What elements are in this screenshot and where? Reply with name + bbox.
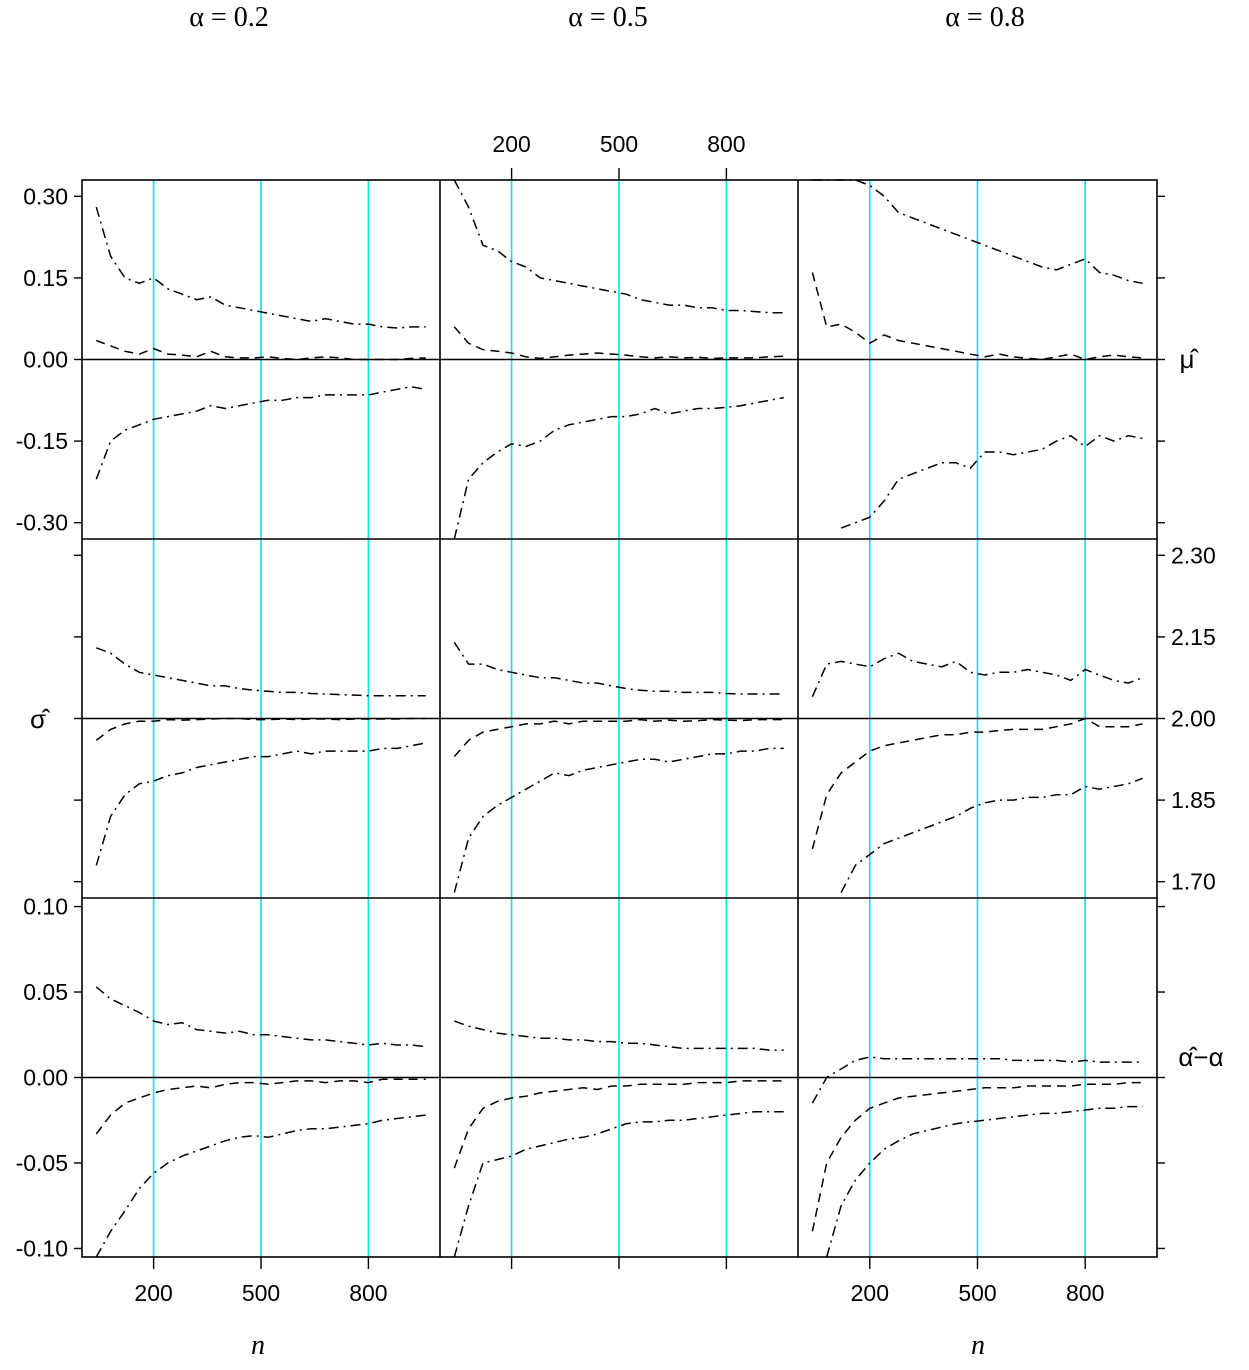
lower-quantile-line-row-2-col-2: [825, 1105, 1143, 1258]
y-tick-label-row-2-4: 0.10: [23, 894, 68, 920]
upper-quantile-line-row-1-col-2: [811, 652, 1143, 698]
upper-quantile-line-row-1-col-1: [453, 641, 784, 695]
lower-quantile-line-row-1-col-1: [453, 747, 784, 893]
upper-quantile-line-row-0-col-1: [453, 179, 784, 314]
lower-quantile-line-row-1-col-2: [840, 777, 1143, 893]
y-tick-label-row-2-0: -0.10: [16, 1235, 68, 1261]
x-tick-label-bottom-col-0-0: 200: [134, 1280, 172, 1306]
row-label-1: σ̂: [30, 704, 51, 734]
x-tick-label-bottom-col-0-1: 500: [242, 1280, 280, 1306]
y-tick-label-row-2-1: -0.05: [16, 1150, 68, 1176]
median-line-row-0-col-0: [96, 339, 426, 361]
x-tick-label-bottom-col-2-0: 200: [851, 1280, 889, 1306]
y-tick-label-row-0-3: 0.15: [23, 265, 68, 291]
x-tick-label-bottom-col-2-1: 500: [958, 1280, 996, 1306]
y-tick-label-row-0-0: -0.30: [16, 510, 68, 536]
y-tick-label-row-1-1: 1.85: [1171, 787, 1216, 813]
y-tick-label-row-1-4: 2.30: [1171, 542, 1216, 568]
y-tick-label-row-2-2: 0.00: [23, 1065, 68, 1091]
median-line-row-2-col-1: [453, 1080, 784, 1169]
y-tick-label-row-0-2: 0.00: [23, 347, 68, 373]
upper-quantile-line-row-2-col-2: [811, 1056, 1143, 1104]
y-tick-label-row-0-1: -0.15: [16, 428, 68, 454]
median-line-row-1-col-1: [453, 718, 784, 758]
row-label-0: μ̂: [1180, 344, 1200, 374]
row-label-2: α̂−α: [1178, 1042, 1223, 1072]
x-axis-title-right: n: [971, 1330, 985, 1361]
lower-quantile-line-row-0-col-2: [840, 434, 1143, 529]
x-tick-label-top-col-1-2: 800: [707, 131, 745, 157]
median-line-row-0-col-2: [811, 272, 1143, 361]
y-tick-label-row-1-3: 2.15: [1171, 624, 1216, 650]
y-tick-label-row-1-0: 1.70: [1171, 869, 1216, 895]
y-tick-label-row-1-2: 2.00: [1171, 706, 1216, 732]
column-title-alpha-0-8: α = 0.8: [945, 2, 1025, 33]
lower-quantile-line-row-2-col-1: [453, 1110, 784, 1258]
lower-quantile-line-row-0-col-1: [453, 396, 784, 540]
upper-quantile-line-row-0-col-2: [812, 179, 1143, 285]
x-tick-label-bottom-col-2-2: 800: [1066, 1280, 1104, 1306]
x-tick-label-bottom-col-0-2: 800: [349, 1280, 387, 1306]
y-tick-label-row-0-4: 0.30: [23, 183, 68, 209]
median-line-row-2-col-2: [811, 1081, 1143, 1232]
median-line-row-1-col-2: [811, 717, 1143, 850]
y-tick-label-row-2-3: 0.05: [23, 979, 68, 1005]
upper-quantile-line-row-2-col-0: [95, 986, 426, 1048]
x-axis-title-left: n: [251, 1330, 265, 1361]
column-title-alpha-0-2: α = 0.2: [189, 2, 269, 33]
median-line-row-0-col-1: [453, 326, 784, 360]
lower-quantile-line-row-0-col-0: [95, 385, 426, 480]
upper-quantile-line-row-0-col-0: [95, 206, 426, 329]
x-tick-label-top-col-1-1: 500: [600, 131, 638, 157]
median-line-row-2-col-0: [95, 1078, 426, 1135]
lower-quantile-line-row-1-col-0: [95, 742, 426, 866]
median-line-row-1-col-0: [95, 717, 426, 741]
column-title-alpha-0-5: α = 0.5: [568, 2, 648, 33]
x-tick-label-top-col-1-0: 200: [492, 131, 530, 157]
